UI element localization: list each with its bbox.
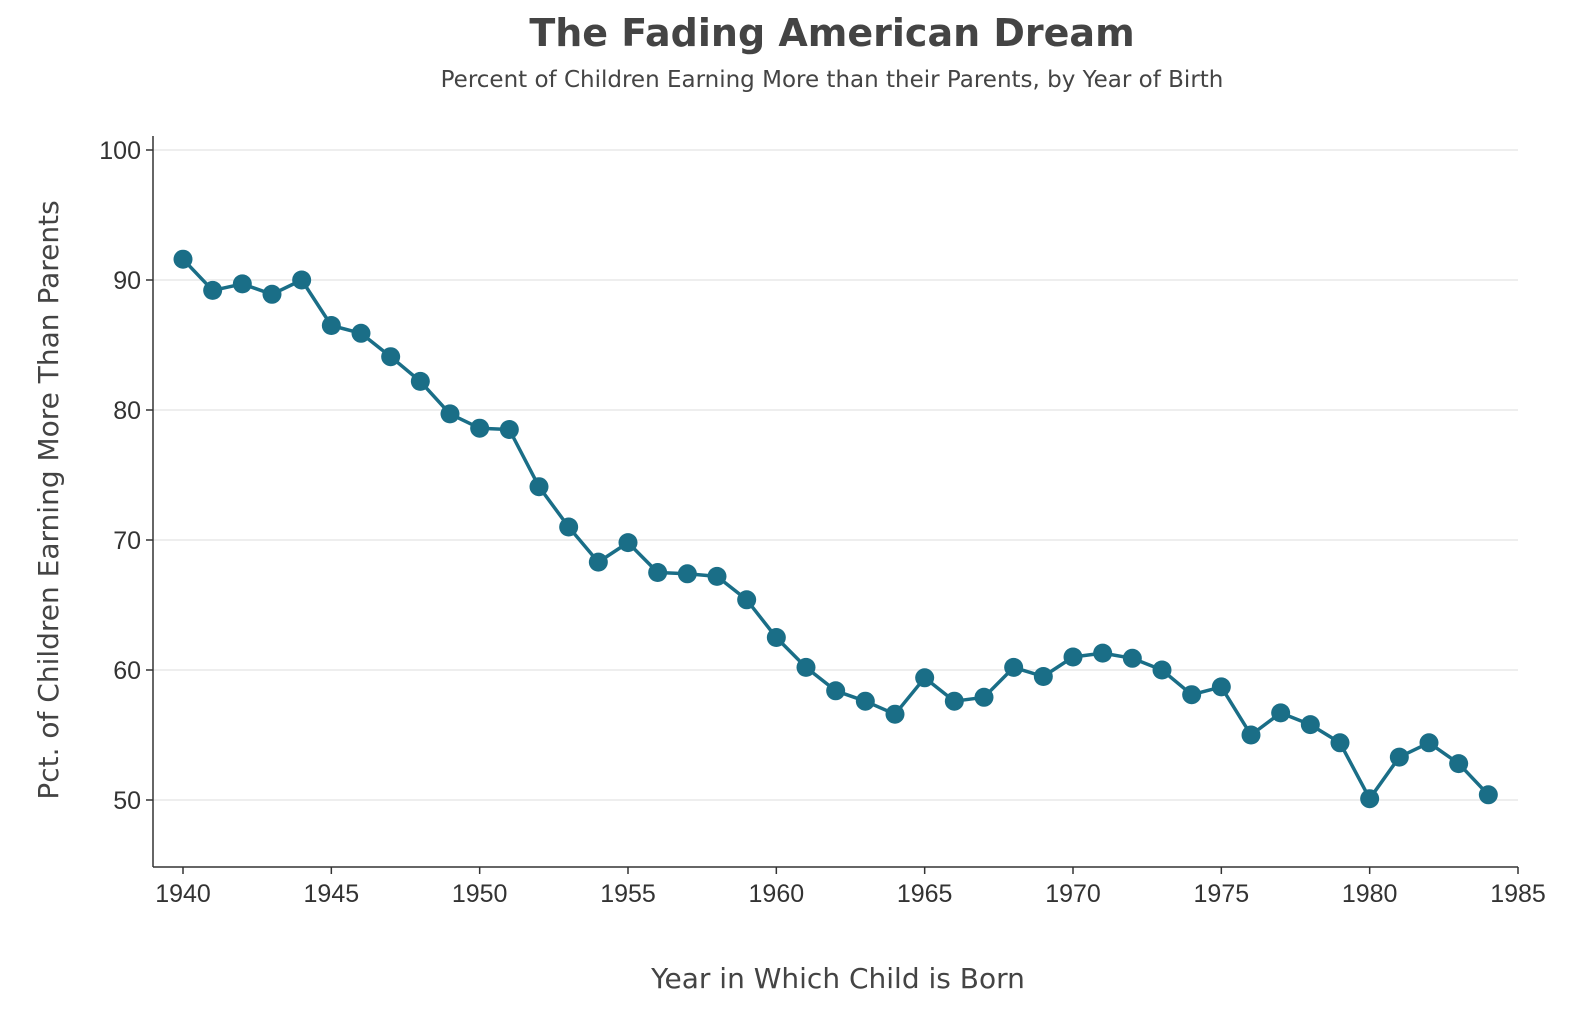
y-tick-label: 60 [113, 657, 141, 685]
data-point [648, 563, 668, 582]
series-group [173, 249, 1498, 809]
data-point [1449, 754, 1469, 774]
y-axis-label: Pct. of Children Earning More Than Paren… [32, 200, 65, 799]
data-point [974, 687, 994, 707]
chart-title: The Fading American Dream [529, 11, 1134, 55]
x-axis-ticks: 1940 1945 1950 1955 1960 1965 1970 1975 1980 1985 [155, 867, 1546, 908]
y-tick-label: 50 [113, 787, 141, 815]
data-point [855, 691, 875, 711]
y-axis-ticks: 50 60 70 80 90 100 [99, 137, 153, 815]
data-point [1419, 733, 1439, 753]
data-point [410, 371, 430, 391]
x-tick-label: 1980 [1342, 880, 1398, 908]
data-point [499, 420, 519, 439]
y-tick-label: 90 [113, 267, 141, 295]
data-point [1271, 703, 1291, 723]
y-tick-label: 70 [113, 527, 141, 555]
data-point [173, 249, 193, 269]
data-point [262, 284, 282, 304]
series-line [181, 257, 1490, 801]
data-point [1182, 685, 1202, 705]
data-point [1389, 747, 1409, 767]
x-tick-label: 1985 [1490, 880, 1546, 908]
data-point [885, 704, 905, 724]
data-point [1004, 657, 1024, 677]
data-point [1300, 715, 1320, 735]
data-point [1093, 643, 1113, 663]
data-point [559, 517, 579, 537]
data-point [1122, 648, 1142, 668]
data-point [826, 681, 846, 701]
data-point [470, 418, 490, 438]
axes [152, 136, 1518, 868]
x-tick-label: 1945 [304, 880, 360, 908]
data-point [203, 280, 223, 300]
data-point [588, 552, 608, 572]
x-tick-label: 1965 [897, 880, 953, 908]
x-tick-label: 1960 [749, 880, 805, 908]
grid-lines [153, 149, 1518, 801]
data-point [707, 566, 727, 586]
data-point [766, 628, 786, 647]
data-point [1330, 733, 1350, 753]
data-point [1033, 667, 1053, 686]
y-tick-label: 100 [99, 137, 141, 165]
data-point [321, 316, 341, 335]
data-point [1063, 647, 1083, 667]
data-point [351, 323, 371, 343]
y-tick-label: 80 [113, 397, 141, 425]
data-point [737, 590, 757, 610]
data-point [1360, 789, 1380, 809]
x-tick-label: 1970 [1045, 880, 1101, 908]
data-point [232, 274, 252, 294]
x-tick-label: 1940 [155, 880, 211, 908]
x-tick-label: 1950 [452, 880, 508, 908]
data-point [796, 657, 816, 677]
data-point [1152, 660, 1172, 680]
data-point [915, 668, 935, 688]
data-point [529, 477, 549, 497]
x-axis-label: Year in Which Child is Born [650, 962, 1025, 995]
data-point [1241, 725, 1261, 745]
x-tick-label: 1975 [1194, 880, 1250, 908]
data-point [1478, 785, 1498, 805]
data-point [1211, 677, 1231, 697]
data-point [677, 564, 697, 584]
data-point [292, 270, 312, 290]
x-tick-label: 1955 [600, 880, 656, 908]
chart-subtitle: Percent of Children Earning More than th… [441, 67, 1224, 93]
data-point [381, 347, 401, 367]
data-point [944, 691, 964, 711]
data-point [618, 533, 638, 553]
data-point [440, 404, 460, 424]
